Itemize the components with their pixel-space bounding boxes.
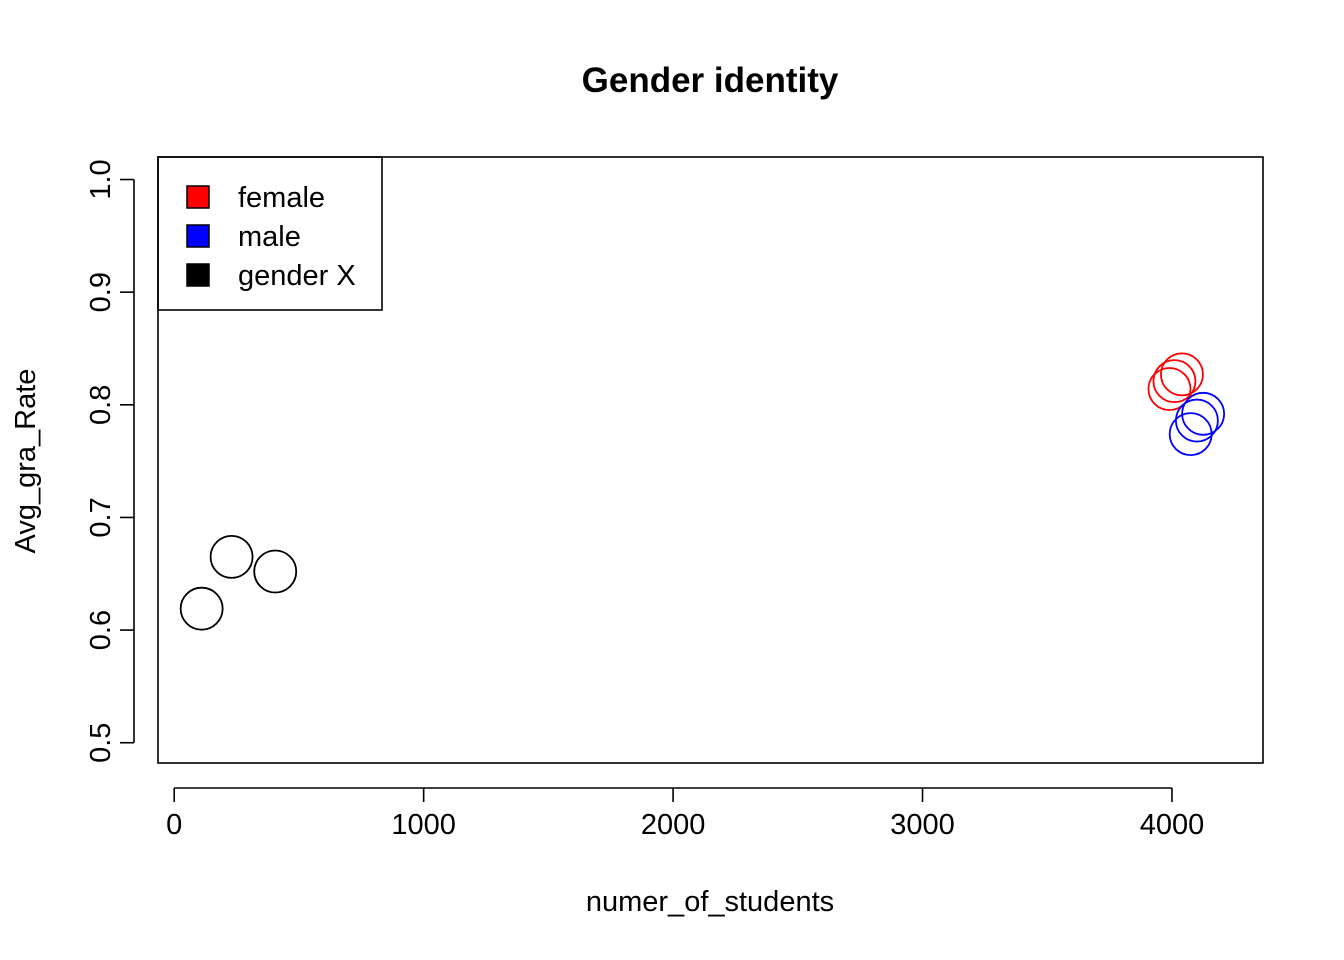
x-axis-label: numer_of_students [586,886,834,918]
data-points [179,352,1226,631]
legend-swatch-female [186,185,210,209]
legend-label-male: male [238,221,301,253]
legend-swatch-male [186,224,210,248]
point-male [1174,398,1219,443]
legend-swatch-gender-x [186,263,210,287]
point-gender-x [253,549,298,594]
y-tick-label: 1.0 [85,159,117,199]
y-tick-label: 0.5 [85,723,117,763]
x-axis: 0 1000 2000 3000 4000 [166,787,1205,841]
point-female [1152,359,1197,404]
y-tick-label: 0.7 [85,497,117,537]
x-tick-label: 0 [166,809,182,841]
y-axis-label: Avg_gra_Rate [10,369,42,554]
point-female [1160,352,1204,397]
point-male [1168,412,1213,456]
legend: female male gender X [157,156,383,311]
legend-box [157,156,383,311]
y-tick-label: 0.8 [85,385,117,425]
legend-label-gender-x: gender X [238,260,356,292]
x-tick-label: 4000 [1140,809,1205,841]
y-axis: 0.5 0.6 0.7 0.8 0.9 1.0 [85,159,135,763]
y-tick-label: 0.9 [85,272,117,312]
x-tick-label: 2000 [641,809,706,841]
point-gender-x [179,586,224,631]
x-tick-label: 3000 [890,809,955,841]
y-tick-label: 0.6 [85,610,117,650]
chart-title: Gender identity [582,61,839,100]
x-tick-label: 1000 [391,809,456,841]
legend-label-female: female [238,182,325,214]
point-gender-x [209,534,254,579]
point-female [1147,367,1192,411]
point-male [1181,391,1226,436]
plot-area-frame [157,156,1264,764]
